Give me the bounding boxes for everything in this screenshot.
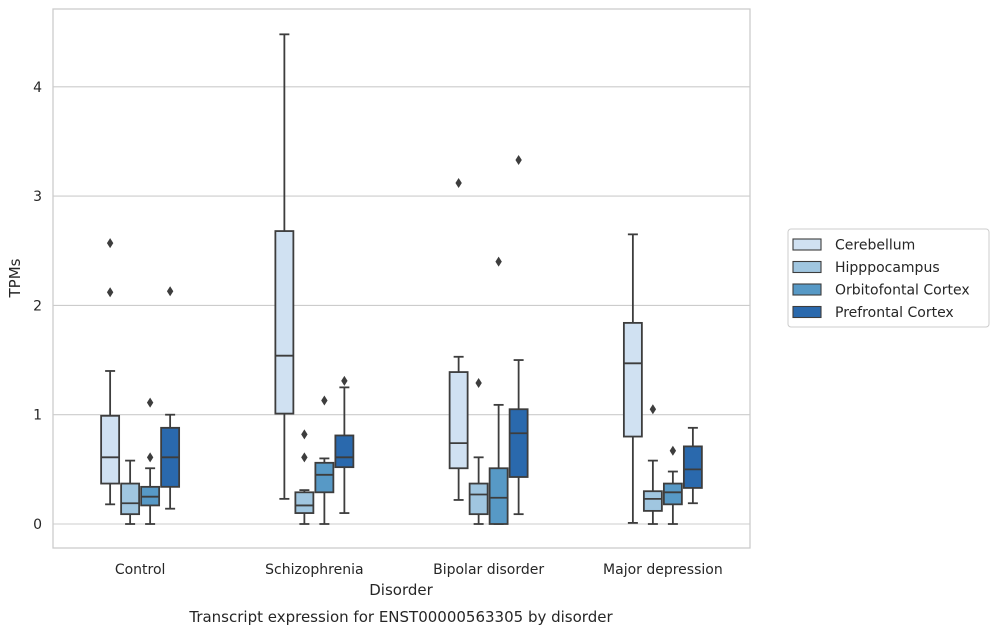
legend-entry: Prefrontal Cortex — [835, 305, 954, 321]
x-tick-label: Schizophrenia — [265, 562, 363, 578]
iqr-box — [448, 371, 469, 470]
y-tick-label: 0 — [33, 517, 42, 533]
outlier-point — [455, 177, 462, 188]
iqr-box — [314, 461, 335, 494]
iqr-box — [100, 414, 121, 485]
outlier-point — [301, 429, 308, 440]
legend-entry: Hipppocampus — [835, 260, 940, 276]
legend: Cerebellum Hipppocampus Orbitofontal Corte… — [787, 228, 990, 328]
legend-entry: Orbitofontal Cortex — [835, 283, 970, 299]
legend-swatch — [792, 305, 822, 319]
iqr-box — [120, 482, 141, 516]
x-tick-label: Major depression — [603, 562, 723, 578]
iqr-box — [294, 491, 315, 514]
outlier-point — [321, 395, 328, 406]
outlier-point — [146, 452, 154, 463]
y-tick-label: 3 — [33, 189, 42, 205]
outlier-point — [495, 256, 502, 267]
iqr-box — [642, 490, 663, 512]
box-groups — [100, 33, 703, 525]
box-group — [448, 155, 529, 525]
legend-swatch — [792, 238, 822, 251]
x-tick-labels: Control Schizophrenia Bipolar disorder Majo… — [115, 562, 723, 578]
y-axis-label: TPMs — [6, 258, 24, 298]
iqr-box — [682, 445, 703, 489]
y-tick-label: 2 — [33, 298, 42, 314]
box-group — [100, 238, 181, 525]
outlier-point — [669, 445, 677, 456]
outlier-point — [301, 452, 308, 463]
x-tick-label: Control — [115, 562, 166, 578]
outlier-point — [341, 375, 348, 386]
box-group — [274, 33, 355, 525]
y-tick-label: 1 — [33, 408, 42, 424]
outlier-point — [106, 287, 114, 298]
iqr-box — [508, 408, 529, 478]
box-group — [622, 233, 703, 525]
y-tick-label: 4 — [33, 80, 42, 96]
y-tick-labels: 0 1 2 3 4 — [33, 80, 42, 533]
iqr-box — [488, 467, 509, 525]
legend-swatch — [792, 283, 822, 296]
iqr-box — [334, 434, 355, 469]
iqr-box — [662, 482, 683, 506]
iqr-box — [468, 482, 489, 516]
outlier-point — [146, 397, 154, 408]
outlier-point — [649, 404, 657, 415]
outlier-point — [166, 286, 174, 297]
x-axis-label: Disorder — [369, 581, 433, 599]
plot-area-frame — [52, 8, 751, 549]
x-tick-label: Bipolar disorder — [433, 562, 544, 578]
legend-entry: Cerebellum — [835, 238, 915, 254]
outlier-point — [515, 155, 522, 166]
iqr-box — [622, 321, 643, 438]
outlier-point — [475, 378, 482, 389]
legend-frame — [787, 228, 990, 328]
iqr-box — [274, 230, 295, 415]
outlier-point — [106, 238, 114, 249]
chart-caption: Transcript expression for ENST0000056330… — [188, 608, 613, 626]
legend-swatch — [792, 260, 822, 274]
